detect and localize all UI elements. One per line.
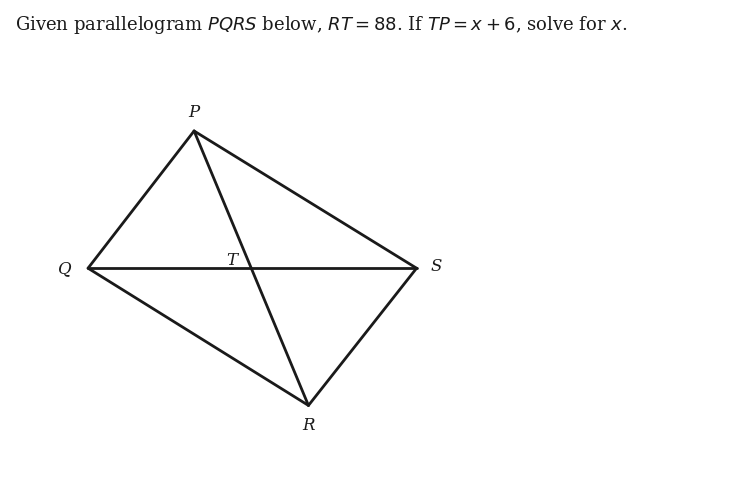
Text: Given parallelogram $PQRS$ below, $RT = 88$. If $TP = x + 6$, solve for $x$.: Given parallelogram $PQRS$ below, $RT = … <box>15 14 627 36</box>
Text: Q: Q <box>58 260 72 277</box>
Text: P: P <box>188 104 200 121</box>
Text: R: R <box>302 417 314 434</box>
Text: S: S <box>431 258 442 275</box>
Text: T: T <box>226 252 237 269</box>
